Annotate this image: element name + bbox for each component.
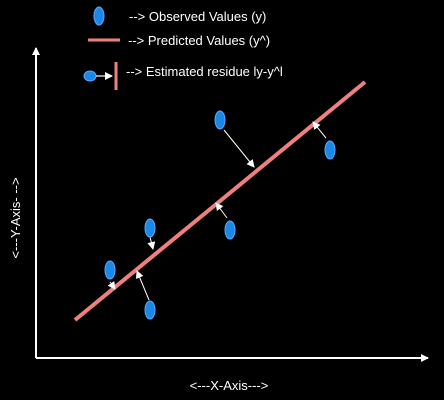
observed-point xyxy=(324,140,336,160)
residual-arrows xyxy=(107,121,327,301)
residue-legend-point-icon xyxy=(83,70,97,82)
residual-arrow xyxy=(107,280,116,290)
axes: <---X-Axis---> <---Y-Axis- --> xyxy=(8,47,429,393)
legend: --> Observed Values (y) --> Predicted Va… xyxy=(83,6,283,90)
observed-legend-label: --> Observed Values (y) xyxy=(129,9,266,24)
residue-legend-icon xyxy=(83,62,118,90)
residual-arrow xyxy=(312,121,327,139)
x-axis-label: <---X-Axis---> xyxy=(190,378,269,393)
observed-point xyxy=(144,218,156,238)
residual-arrow xyxy=(135,270,150,301)
observed-legend-icon xyxy=(93,6,105,26)
y-axis-label: <---Y-Axis- --> xyxy=(8,177,23,258)
observed-point xyxy=(104,260,116,280)
predicted-legend-label: --> Predicted Values (y^) xyxy=(128,33,270,48)
residue-legend-label: --> Estimated residue ly-y^l xyxy=(126,64,283,79)
observed-point xyxy=(144,300,156,320)
observed-points xyxy=(104,110,336,320)
residual-arrow xyxy=(215,202,228,219)
residual-arrow xyxy=(223,129,255,168)
observed-point xyxy=(214,110,226,130)
residual-arrow xyxy=(147,236,156,250)
observed-point xyxy=(224,220,236,240)
